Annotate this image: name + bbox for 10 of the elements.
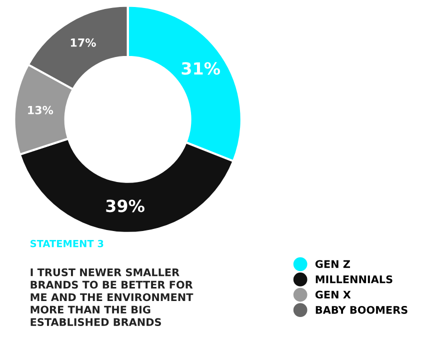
data-label: 39% <box>106 200 144 212</box>
data-label: 13% <box>28 106 54 114</box>
legend-label: MILLENNIALS <box>316 275 392 284</box>
legend-label: GEN X <box>315 290 351 299</box>
data-label: 17% <box>70 38 96 47</box>
legend-label: GEN Z <box>315 260 350 268</box>
text: I TRUST NEWER SMALLER BRANDS TO BE BETTER FOR ME AND THE ENVIRONMENT MORE THAN THE BIG ESTABLISHED BRANDS <box>30 268 194 326</box>
text: STATEMENT 3 <box>30 240 104 248</box>
legend-label: BABY BOOMERS <box>316 306 408 314</box>
data-label: 31% <box>182 62 220 75</box>
